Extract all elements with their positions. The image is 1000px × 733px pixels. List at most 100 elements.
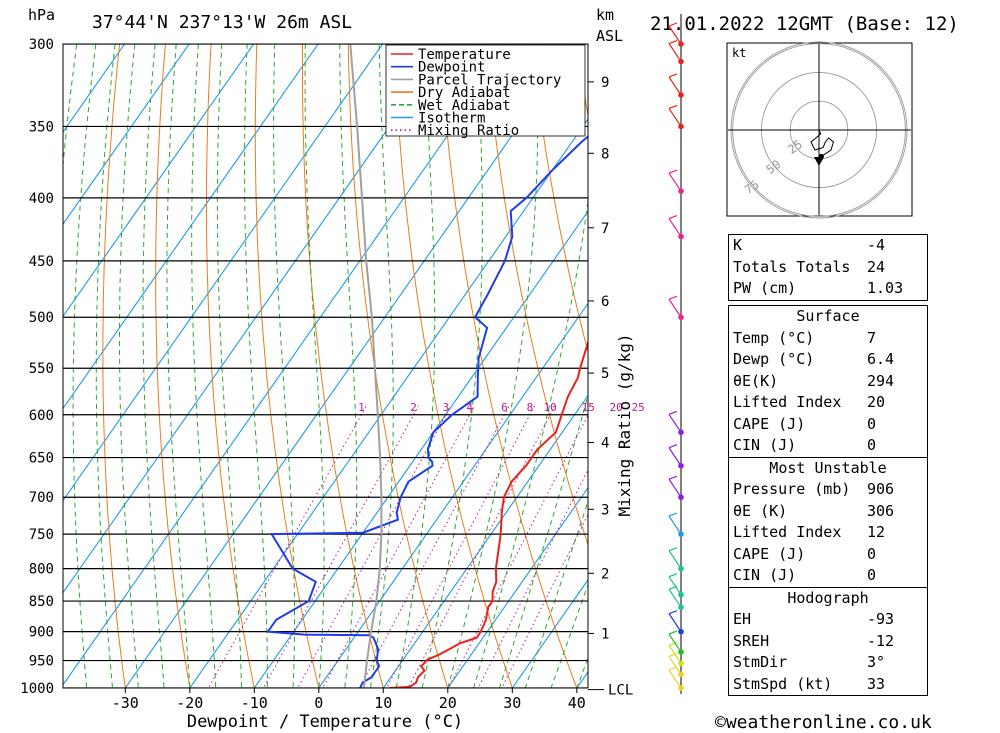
mixing-ratio-label: 6 xyxy=(501,401,508,414)
index-label: CAPE (J) xyxy=(733,544,806,563)
index-row: CIN (J) 0 xyxy=(729,565,927,587)
index-label: EH xyxy=(733,610,752,628)
index-row: Pressure (mb) 906 xyxy=(729,479,927,501)
wet-adiabat xyxy=(95,44,116,688)
dry-adiabat xyxy=(439,44,578,688)
km-tick-label: 6 xyxy=(601,294,609,310)
wind-barb-flag xyxy=(668,22,678,27)
index-label: PW (cm) xyxy=(733,279,797,297)
mixing-ratio-lines xyxy=(207,405,588,688)
wind-barb-flag xyxy=(668,39,678,45)
wet-adiabat xyxy=(63,44,78,171)
valid-datetime: 21.01.2022 12GMT (Base: 12) xyxy=(650,13,959,35)
wind-barb-flag xyxy=(668,641,678,646)
wind-barb-flag xyxy=(668,444,678,449)
index-row: StmSpd (kt) 33 xyxy=(729,674,927,696)
hodograph-trace xyxy=(810,129,834,157)
wet-adiabat xyxy=(119,44,139,688)
temp-tick-label: -30 xyxy=(112,694,139,712)
pressure-tick-label: 800 xyxy=(29,562,54,578)
mixing-ratio-line xyxy=(207,405,367,688)
index-section-title: Hodograph xyxy=(729,586,927,610)
x-axis-title: Dewpoint / Temperature (°C) xyxy=(187,712,463,732)
dry-adiabat xyxy=(254,44,320,688)
pressure-tick-label: 900 xyxy=(29,625,54,641)
wind-barb-flag xyxy=(668,610,678,615)
mixing-ratio-label: 20 xyxy=(609,401,622,414)
index-label: Dewp (°C) xyxy=(733,350,815,368)
km-tick-label: 9 xyxy=(601,75,609,91)
wet-adiabat xyxy=(473,197,588,688)
pressure-tick-label: 500 xyxy=(29,310,54,326)
index-row: K -4 xyxy=(729,235,927,257)
index-label: StmSpd (kt) xyxy=(733,674,833,693)
hodograph-unit: kt xyxy=(732,46,746,60)
wind-barb xyxy=(668,172,682,192)
wet-adiabat xyxy=(166,44,191,688)
wind-barb-flag xyxy=(668,104,678,110)
dry-adiabat xyxy=(206,44,255,688)
profile-series xyxy=(266,44,588,688)
wet-adiabat xyxy=(550,583,588,688)
wind-barb xyxy=(668,576,682,596)
index-row: CAPE (J) 0 xyxy=(729,544,927,566)
pressure-tick-label: 450 xyxy=(29,254,54,270)
wind-barb-flag xyxy=(668,475,678,480)
legend-label: Wet Adiabat xyxy=(418,98,511,114)
index-row: Dewp (°C) 6.4 xyxy=(729,349,927,371)
pressure-tick-label: 950 xyxy=(29,654,54,670)
index-value: 0 xyxy=(867,544,877,563)
wind-barb-flag xyxy=(668,73,678,78)
wind-barb xyxy=(668,108,682,127)
hodograph-ring-label: 25 xyxy=(785,137,805,157)
isotherm xyxy=(253,210,588,688)
wet-adiabat xyxy=(191,44,217,688)
dry-adiabat xyxy=(530,44,588,354)
pressure-tick-label: 850 xyxy=(29,594,54,610)
mixing-ratio-line xyxy=(407,405,556,688)
dry-adiabat xyxy=(484,44,588,547)
mixing-ratio-label: 15 xyxy=(582,401,595,414)
series-line-dewpoint xyxy=(266,135,588,688)
wind-barb xyxy=(668,515,682,535)
legend-label: Mixing Ratio xyxy=(418,123,519,139)
pressure-axis: 300 350 400 450 500 550 600 650 700 750 800 850 900 9… xyxy=(20,37,54,697)
legend-label: Dewpoint xyxy=(418,60,485,76)
km-tick-label: 1 xyxy=(601,626,609,642)
wind-barb xyxy=(668,478,682,498)
temp-tick-label: -20 xyxy=(176,694,203,712)
isotherm xyxy=(511,578,588,688)
index-value: 7 xyxy=(867,328,877,347)
copyright: ©weatheronline.co.uk xyxy=(715,712,932,733)
dry-adiabat-lines xyxy=(102,7,1000,714)
index-label: Totals Totals xyxy=(733,257,851,276)
wet-adiabat xyxy=(304,44,325,688)
index-value: -4 xyxy=(867,236,886,254)
dry-adiabat xyxy=(976,7,1000,714)
mixing-ratio-line xyxy=(477,468,588,688)
km-tick-label: 7 xyxy=(601,221,609,237)
y2-axis-title: Mixing Ratio (g/kg) xyxy=(615,333,634,516)
index-row: θE (K) 306 xyxy=(729,501,927,523)
index-row: Totals Totals 24 xyxy=(729,257,927,279)
wind-barb xyxy=(668,43,682,62)
pressure-tick-label: 1000 xyxy=(20,681,54,697)
isotherm xyxy=(63,44,126,133)
wind-barb-flag xyxy=(668,652,678,658)
temp-tick-label: 30 xyxy=(503,694,521,712)
pressure-tick-label: 300 xyxy=(29,37,54,53)
legend-label: Parcel Trajectory xyxy=(418,72,561,88)
wind-profile xyxy=(668,14,684,694)
index-row: CIN (J) 0 xyxy=(729,435,927,457)
index-value: 20 xyxy=(867,393,886,411)
index-label: SREH xyxy=(733,631,770,650)
mixing-ratio-line xyxy=(262,405,420,688)
legend-label: Dry Adiabat xyxy=(418,85,511,101)
index-label: Pressure (mb) xyxy=(733,480,851,498)
index-value: 1.03 xyxy=(867,279,904,297)
mixing-ratio-line xyxy=(501,513,588,688)
temperature-axis: -30 -20 -10 0 10 20 30 40 xyxy=(112,688,586,712)
temp-tick-label: 10 xyxy=(374,694,392,712)
index-value: 33 xyxy=(867,674,886,693)
